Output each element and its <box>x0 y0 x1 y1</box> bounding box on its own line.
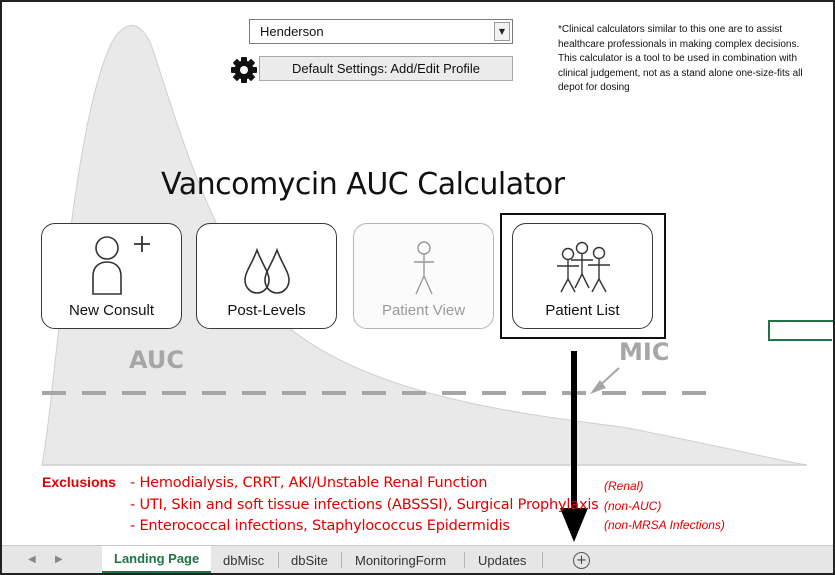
tile-label: New Consult <box>68 302 155 319</box>
selected-cell[interactable] <box>768 320 833 343</box>
page-title: Vancomycin AUC Calculator <box>161 167 565 202</box>
chevron-down-icon[interactable]: ▼ <box>494 22 510 41</box>
tile-label: Patient List <box>545 302 620 319</box>
exclusion-item: - UTI, Skin and soft tissue infections (… <box>130 497 599 513</box>
tab-landing-page[interactable]: Landing Page <box>102 546 212 573</box>
focus-outline <box>500 213 666 339</box>
tile-label: Post-Levels <box>227 302 306 319</box>
mic-label: MIC <box>619 338 669 366</box>
scroll-right-icon[interactable]: ▶ <box>55 554 63 565</box>
post-levels-button[interactable]: Post-Levels <box>196 223 337 329</box>
tab-separator <box>542 552 543 568</box>
group-icon <box>557 241 610 293</box>
exclusion-note: (non-AUC) <box>604 499 662 513</box>
annotation-arrow-shaft <box>571 351 577 514</box>
droplets-icon <box>244 247 290 294</box>
exclusion-item: - Hemodialysis, CRRT, AKI/Unstable Renal… <box>130 475 488 491</box>
patient-list-button[interactable]: Patient List <box>512 223 653 329</box>
tab-dbmisc[interactable]: dbMisc <box>223 552 265 568</box>
stick-figure-icon <box>414 241 434 295</box>
new-consult-button[interactable]: New Consult <box>41 223 182 329</box>
exclusion-note: (non-MRSA Infections) <box>604 518 725 532</box>
tab-dbsite[interactable]: dbSite <box>291 552 328 568</box>
tab-separator <box>278 552 279 568</box>
patient-view-button[interactable]: Patient View <box>353 223 494 329</box>
tab-updates[interactable]: Updates <box>478 552 527 568</box>
sheet-tab-bar: ◀ ▶ Landing Page dbMisc dbSite Monitorin… <box>2 545 833 573</box>
scroll-left-icon[interactable]: ◀ <box>28 554 36 565</box>
gear-icon[interactable] <box>229 55 259 85</box>
clinical-disclaimer: *Clinical calculators similar to this on… <box>558 24 803 93</box>
auc-label: AUC <box>129 346 184 374</box>
profile-dropdown[interactable]: Henderson ▼ <box>249 19 513 44</box>
exclusion-note: (Renal) <box>604 479 644 493</box>
exclusion-item: - Enterococcal infections, Staphylococcu… <box>130 518 510 534</box>
tile-label: Patient View <box>381 302 466 319</box>
mic-pointer-arrowhead <box>590 380 606 394</box>
tab-monitoringform[interactable]: MonitoringForm <box>355 552 447 568</box>
add-sheet-icon[interactable]: + <box>573 552 590 569</box>
profile-dropdown-value: Henderson <box>260 24 324 39</box>
person-add-icon <box>92 236 150 295</box>
exclusions-title: Exclusions <box>42 474 116 490</box>
tab-separator <box>464 552 465 568</box>
tab-separator <box>341 552 342 568</box>
annotation-arrow-head <box>560 508 588 542</box>
settings-button[interactable]: Default Settings: Add/Edit Profile <box>259 56 513 81</box>
